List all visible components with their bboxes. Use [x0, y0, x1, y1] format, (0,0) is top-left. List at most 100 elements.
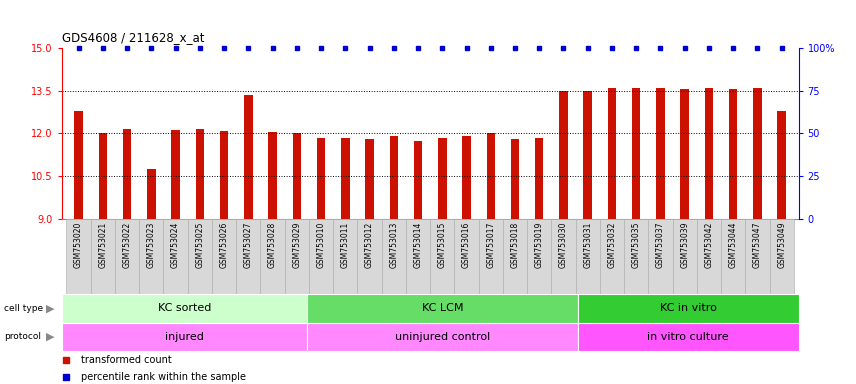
Text: uninjured control: uninjured control: [395, 332, 490, 342]
Text: GSM753026: GSM753026: [220, 222, 229, 268]
Text: injured: injured: [165, 332, 204, 342]
Bar: [309, 219, 333, 294]
Bar: [584, 91, 592, 219]
Text: GSM753015: GSM753015: [437, 222, 447, 268]
Text: GSM753010: GSM753010: [317, 222, 325, 268]
Text: GSM753021: GSM753021: [98, 222, 107, 268]
Text: GSM753018: GSM753018: [510, 222, 520, 268]
Text: GSM753039: GSM753039: [681, 222, 689, 268]
Bar: [307, 294, 578, 323]
Text: GSM753032: GSM753032: [608, 222, 616, 268]
Bar: [753, 88, 762, 219]
Bar: [559, 91, 568, 219]
Bar: [195, 129, 204, 219]
Text: GSM753047: GSM753047: [753, 222, 762, 268]
Bar: [648, 219, 673, 294]
Bar: [62, 323, 307, 351]
Bar: [721, 219, 746, 294]
Bar: [366, 139, 374, 219]
Bar: [527, 219, 551, 294]
Text: cell type: cell type: [4, 304, 44, 313]
Bar: [777, 111, 786, 219]
Bar: [632, 88, 640, 219]
Text: GSM753020: GSM753020: [74, 222, 83, 268]
Bar: [438, 138, 447, 219]
Bar: [91, 219, 115, 294]
Text: in vitro culture: in vitro culture: [647, 332, 729, 342]
Text: ▶: ▶: [46, 332, 55, 342]
Text: GSM753011: GSM753011: [341, 222, 350, 268]
Bar: [479, 219, 502, 294]
Bar: [511, 139, 520, 219]
Text: GSM753029: GSM753029: [292, 222, 301, 268]
Text: ▶: ▶: [46, 303, 55, 313]
Text: protocol: protocol: [4, 333, 41, 341]
Text: GSM753031: GSM753031: [583, 222, 592, 268]
Text: GSM753035: GSM753035: [632, 222, 640, 268]
Text: KC LCM: KC LCM: [422, 303, 463, 313]
Bar: [293, 134, 301, 219]
Bar: [123, 129, 131, 219]
Text: transformed count: transformed count: [81, 356, 172, 366]
Text: GSM753017: GSM753017: [486, 222, 496, 268]
Text: percentile rank within the sample: percentile rank within the sample: [81, 372, 247, 382]
Bar: [115, 219, 140, 294]
Bar: [260, 219, 285, 294]
Bar: [681, 89, 689, 219]
Bar: [502, 219, 527, 294]
Bar: [171, 130, 180, 219]
Text: GSM753019: GSM753019: [535, 222, 544, 268]
Bar: [389, 136, 398, 219]
Bar: [729, 89, 737, 219]
Text: GSM753030: GSM753030: [559, 222, 568, 268]
Bar: [431, 219, 455, 294]
Bar: [535, 138, 544, 219]
Bar: [406, 219, 431, 294]
Text: KC in vitro: KC in vitro: [660, 303, 716, 313]
Bar: [341, 138, 349, 219]
Bar: [236, 219, 260, 294]
Bar: [268, 132, 276, 219]
Bar: [578, 323, 799, 351]
Text: GSM753012: GSM753012: [365, 222, 374, 268]
Bar: [98, 134, 107, 219]
Bar: [285, 219, 309, 294]
Bar: [244, 95, 253, 219]
Bar: [67, 219, 91, 294]
Bar: [551, 219, 575, 294]
Bar: [62, 294, 307, 323]
Text: GSM753025: GSM753025: [195, 222, 205, 268]
Bar: [770, 219, 794, 294]
Bar: [163, 219, 187, 294]
Bar: [187, 219, 212, 294]
Bar: [657, 88, 665, 219]
Bar: [697, 219, 721, 294]
Bar: [147, 169, 156, 219]
Bar: [220, 131, 229, 219]
Bar: [575, 219, 600, 294]
Bar: [333, 219, 358, 294]
Bar: [486, 134, 495, 219]
Text: GSM753049: GSM753049: [777, 222, 786, 268]
Bar: [673, 219, 697, 294]
Bar: [608, 88, 616, 219]
Text: GSM753028: GSM753028: [268, 222, 277, 268]
Text: GSM753013: GSM753013: [389, 222, 398, 268]
Bar: [455, 219, 479, 294]
Text: GSM753027: GSM753027: [244, 222, 253, 268]
Bar: [624, 219, 648, 294]
Bar: [307, 323, 578, 351]
Text: KC sorted: KC sorted: [158, 303, 211, 313]
Text: GSM753024: GSM753024: [171, 222, 180, 268]
Bar: [74, 111, 83, 219]
Bar: [140, 219, 163, 294]
Text: GSM753016: GSM753016: [462, 222, 471, 268]
Bar: [578, 294, 799, 323]
Bar: [317, 138, 325, 219]
Text: GSM753014: GSM753014: [413, 222, 423, 268]
Bar: [462, 136, 471, 219]
Text: GSM753037: GSM753037: [656, 222, 665, 268]
Bar: [600, 219, 624, 294]
Bar: [413, 141, 422, 219]
Bar: [212, 219, 236, 294]
